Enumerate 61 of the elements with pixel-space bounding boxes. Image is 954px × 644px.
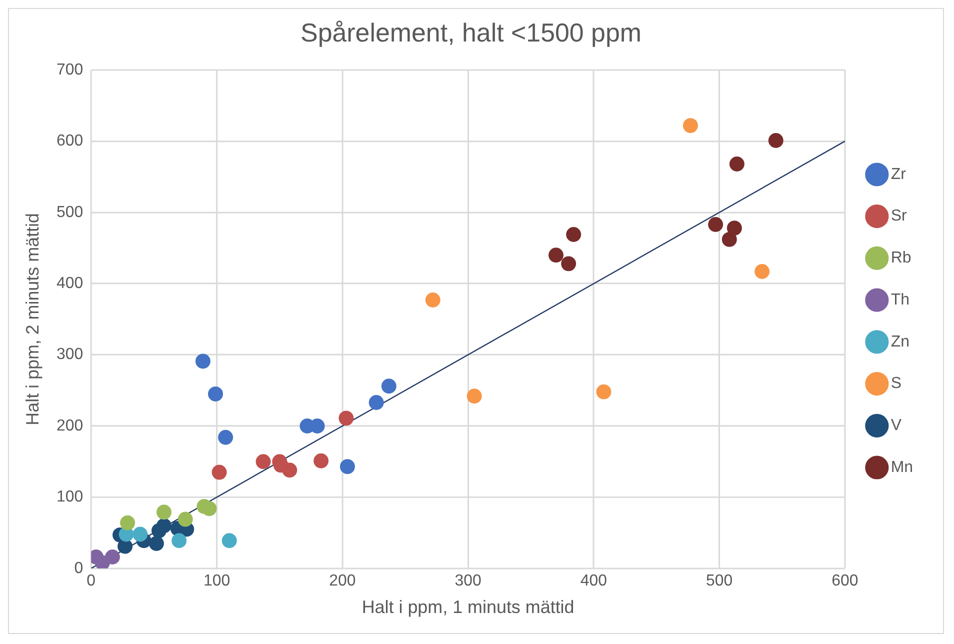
y-tick-label: 400 bbox=[56, 275, 84, 292]
legend-label: Sr bbox=[890, 208, 908, 225]
y-tick-label: 500 bbox=[56, 204, 84, 221]
point bbox=[768, 133, 784, 148]
x-tick-label: 600 bbox=[832, 572, 858, 590]
point bbox=[120, 515, 136, 530]
point bbox=[338, 410, 354, 426]
x-axis-title: Halt i ppm, 1 minuts mättid bbox=[362, 597, 574, 618]
y-tick-label: 0 bbox=[74, 560, 84, 577]
point bbox=[726, 220, 742, 236]
point bbox=[202, 501, 217, 516]
legend-label: V bbox=[890, 417, 902, 434]
point bbox=[104, 550, 120, 564]
point bbox=[596, 384, 612, 400]
point bbox=[314, 453, 329, 468]
point bbox=[722, 232, 737, 247]
y-tick-label: 300 bbox=[56, 346, 84, 364]
point bbox=[682, 118, 698, 134]
point bbox=[132, 526, 148, 542]
x-tick-label: 0 bbox=[86, 572, 96, 590]
point bbox=[208, 386, 223, 402]
x-tick-label: 300 bbox=[454, 572, 482, 590]
point bbox=[340, 459, 355, 474]
y-tick-label: 100 bbox=[56, 488, 84, 506]
legend-label: S bbox=[890, 375, 902, 392]
point bbox=[222, 533, 237, 548]
legend-label: Zn bbox=[890, 333, 910, 350]
x-tick-label: 200 bbox=[329, 572, 356, 590]
point bbox=[466, 388, 482, 404]
point bbox=[548, 248, 564, 263]
point bbox=[212, 464, 227, 480]
y-tick-label: 600 bbox=[56, 132, 84, 150]
x-tick-label: 100 bbox=[203, 572, 230, 590]
point bbox=[195, 354, 210, 369]
point bbox=[118, 538, 133, 554]
x-tick-label: 500 bbox=[706, 572, 733, 590]
legend-label: Th bbox=[890, 291, 910, 308]
point bbox=[156, 518, 172, 534]
legend-label: Rb bbox=[890, 250, 912, 267]
point bbox=[172, 533, 187, 548]
point bbox=[566, 227, 582, 242]
point bbox=[729, 156, 744, 172]
point bbox=[381, 378, 396, 394]
point bbox=[561, 256, 576, 272]
y-tick-label: 700 bbox=[56, 61, 84, 78]
point bbox=[708, 217, 724, 232]
x-tick-label: 400 bbox=[580, 572, 608, 590]
point bbox=[218, 430, 234, 445]
point bbox=[256, 454, 271, 470]
point bbox=[425, 292, 440, 308]
legend-label: Zr bbox=[890, 166, 907, 183]
y-axis-title: Halt i ppm, 2 minuts mättid bbox=[22, 213, 43, 426]
point bbox=[754, 264, 770, 279]
point bbox=[282, 462, 298, 478]
legend-label: Mn bbox=[890, 458, 914, 476]
point bbox=[368, 395, 384, 410]
chart-title: Spårelement, halt <1500 ppm bbox=[300, 20, 642, 48]
point bbox=[156, 504, 172, 520]
y-tick-label: 200 bbox=[56, 417, 84, 434]
point bbox=[148, 536, 164, 551]
point bbox=[178, 512, 193, 527]
